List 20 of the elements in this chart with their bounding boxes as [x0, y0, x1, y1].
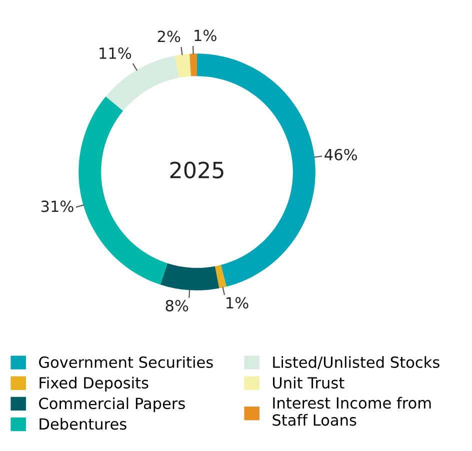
data-label: 1%: [226, 297, 248, 309]
legend-label: Interest Income from Staff Loans: [272, 396, 431, 426]
data-label: 2%: [158, 30, 180, 42]
text: 2025: [170, 162, 224, 178]
data-label: 11%: [100, 47, 132, 59]
legend-label: Debentures: [40, 418, 126, 430]
legend-label: Government Securities: [39, 356, 213, 368]
donut-slice: [78, 96, 168, 285]
data-label: 1%: [194, 30, 216, 42]
data-label: 8%: [166, 300, 188, 312]
data-label: 46%: [324, 148, 357, 160]
donut-slice: [190, 54, 197, 76]
donut-slice: [174, 54, 191, 78]
donut-slice: [214, 264, 226, 288]
legend-label: Fixed Deposits: [40, 376, 148, 392]
donut-slice: [160, 263, 220, 290]
data-label: 31%: [41, 200, 74, 212]
legend-label: Unit Trust: [273, 376, 344, 389]
legend-label: Commercial Papers: [39, 397, 185, 412]
legend-label: Listed/Unlisted Stocks: [273, 356, 440, 370]
